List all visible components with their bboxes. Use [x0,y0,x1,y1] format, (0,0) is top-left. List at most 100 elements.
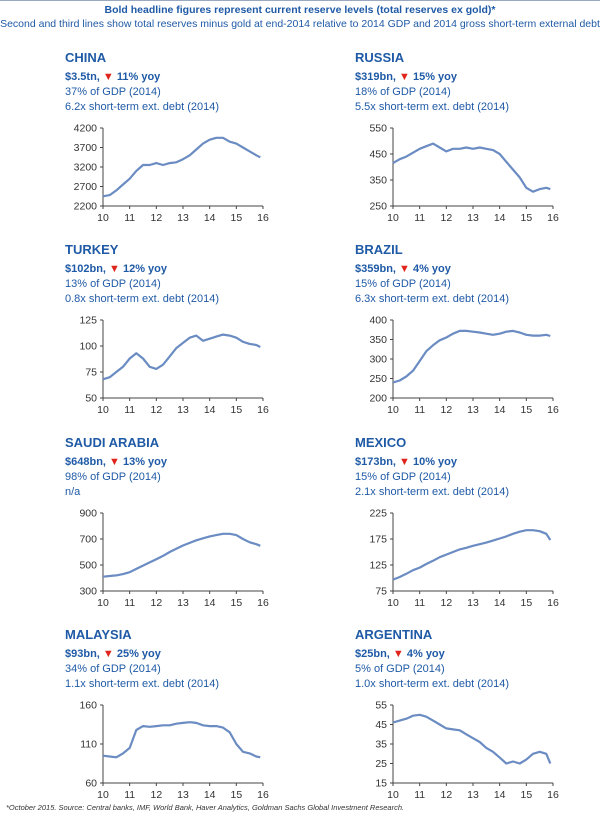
y-tick-label: 55 [375,700,387,712]
gdp-ratio: 37% of GDP (2014) [65,86,161,98]
reserves-series-line [102,721,261,759]
x-tick-label: 15 [520,789,532,801]
reserves-value: $93bn, [65,648,100,660]
x-tick-label: 12 [440,789,452,801]
y-tick-label: 60 [85,778,97,790]
down-triangle-icon: ▼ [105,263,123,275]
y-tick-label: 225 [369,508,387,520]
y-tick-label: 100 [79,341,97,353]
y-tick-label: 50 [85,393,97,405]
headline-reserves: $173bn, ▼ 10% yoy [355,456,457,468]
reserves-value: $359bn, [355,263,396,275]
y-tick-label: 175 [369,534,387,546]
reserves-line-chart: 200 250 300 350 400 10 11 12 13 14 15 16 [369,315,559,417]
headline-reserves: $93bn, ▼ 25% yoy [65,648,161,660]
x-tick-label: 12 [440,212,452,224]
reserves-value: $25bn, [355,648,390,660]
reserves-series-line [102,333,261,381]
headline-reserves: $3.5tn, ▼ 11% yoy [65,71,160,83]
y-tick-label: 4200 [74,123,98,135]
x-tick-label: 16 [547,404,559,416]
x-tick-label: 13 [177,404,189,416]
panel-russia: RUSSIA $319bn, ▼ 15% yoy 18% of GDP (2014)… [355,50,600,240]
yoy-change: 13% yoy [122,456,167,468]
y-tick-label: 160 [79,700,97,712]
y-tick-label: 75 [375,586,387,598]
down-triangle-icon: ▼ [99,648,117,660]
y-tick-label: 15 [375,778,387,790]
yoy-change: 25% yoy [116,648,161,660]
x-tick-label: 15 [230,212,242,224]
x-tick-label: 11 [124,212,135,224]
yoy-change: 12% yoy [122,263,167,275]
y-tick-label: 350 [369,334,387,346]
y-tick-label: 350 [369,175,387,187]
yoy-change: 11% yoy [116,71,161,83]
y-tick-label: 500 [79,560,97,572]
y-tick-label: 2700 [74,181,98,193]
x-tick-label: 13 [467,789,479,801]
y-tick-label: 45 [375,719,387,731]
x-tick-label: 16 [547,212,559,224]
debt-ratio: 1.0x short-term ext. debt (2014) [355,678,510,690]
yoy-change: 4% yoy [412,263,451,275]
y-tick-label: 900 [79,508,97,520]
x-tick-label: 13 [467,404,479,416]
y-tick-label: 250 [369,201,387,213]
headline-reserves: $648bn, ▼ 13% yoy [65,456,167,468]
y-tick-label: 35 [375,739,387,751]
country-title: BRAZIL [355,242,403,257]
x-tick-label: 11 [124,404,135,416]
y-tick-label: 125 [369,560,387,572]
y-tick-label: 300 [369,354,387,366]
x-tick-label: 15 [520,404,532,416]
yoy-change: 10% yoy [412,456,457,468]
x-tick-label: 12 [440,404,452,416]
reserves-series-line [392,142,551,193]
x-tick-label: 13 [177,789,189,801]
y-tick-label: 2200 [74,201,98,213]
footnote: *October 2015. Source: Central banks, IM… [6,803,405,812]
x-tick-label: 10 [387,597,399,609]
headline-reserves: $102bn, ▼ 12% yoy [65,263,167,275]
y-tick-label: 3700 [74,142,98,154]
panel-malaysia: MALAYSIA $93bn, ▼ 25% yoy 34% of GDP (2014… [65,627,335,817]
panel-china: CHINA $3.5tn, ▼ 11% yoy 37% of GDP (2014) 6… [65,50,335,240]
reserves-line-chart: 2200 2700 3200 3700 4200 10 11 12 13 14 15 16 [74,123,269,225]
y-tick-label: 300 [79,586,97,598]
x-tick-label: 15 [230,597,242,609]
reserves-series-line [392,529,552,581]
country-title: RUSSIA [355,50,405,65]
reserves-value: $319bn, [355,71,396,83]
reserves-line-chart: 15 25 35 45 55 10 11 12 13 14 15 16 [375,700,559,802]
down-triangle-icon: ▼ [389,648,407,660]
x-tick-label: 15 [520,212,532,224]
gdp-ratio: 13% of GDP (2014) [65,278,161,290]
page-title: Bold headline figures represent current … [104,4,496,16]
x-tick-label: 14 [204,597,216,609]
debt-ratio: 0.8x short-term ext. debt (2014) [65,293,220,305]
x-tick-label: 11 [124,597,135,609]
x-tick-label: 12 [150,404,162,416]
x-tick-label: 14 [494,212,506,224]
debt-ratio: 5.5x short-term ext. debt (2014) [355,101,510,113]
top-rule [0,0,600,1]
gdp-ratio: 98% of GDP (2014) [65,471,161,483]
x-tick-label: 14 [204,212,216,224]
y-tick-label: 550 [369,123,387,135]
x-tick-label: 11 [414,404,425,416]
x-tick-label: 15 [230,789,242,801]
page-subtitle: Second and third lines show total reserv… [0,18,600,30]
country-title: ARGENTINA [355,627,433,642]
x-tick-label: 16 [257,404,269,416]
panel-brazil: BRAZIL $359bn, ▼ 4% yoy 15% of GDP (2014) 6… [355,242,600,432]
gdp-ratio: 18% of GDP (2014) [355,86,451,98]
reserves-series-line [392,713,552,765]
y-tick-label: 3200 [74,162,98,174]
y-tick-label: 125 [79,315,97,327]
x-tick-label: 10 [97,404,109,416]
down-triangle-icon: ▼ [395,456,413,468]
x-tick-label: 16 [257,597,269,609]
x-tick-label: 14 [494,404,506,416]
panel-saudi-arabia: SAUDI ARABIA $648bn, ▼ 13% yoy 98% of GDP … [65,435,335,625]
